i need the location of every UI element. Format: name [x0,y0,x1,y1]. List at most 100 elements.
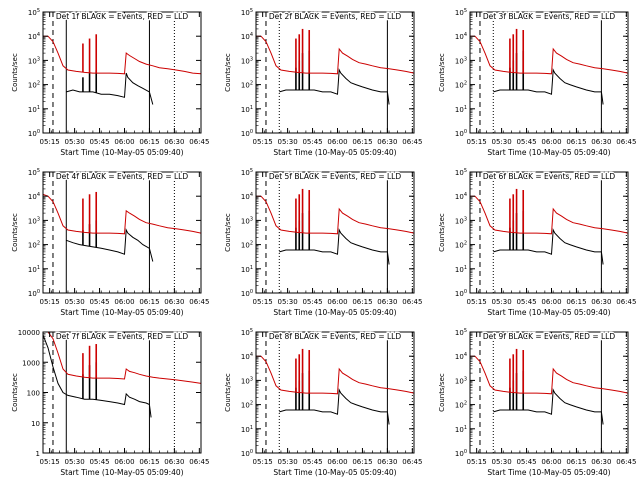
y-tick-exponent: 0 [464,449,467,455]
x-tick-label: 06:15 [566,138,586,146]
x-tick-label: 05:15 [467,458,487,466]
panel-title: Det 6f BLACK = Events, RED = LLD [483,172,616,181]
x-axis-label: Start Time (10-May-05 05:09:40) [273,148,396,157]
y-tick-exponent: 5 [250,168,253,174]
y-tick-exponent: 0 [37,289,40,295]
lld-series-line [43,35,201,75]
x-axis-label: Start Time (10-May-05 05:09:40) [60,308,183,317]
panel-title: Det 3f BLACK = Events, RED = LLD [483,12,616,21]
y-tick-label: 10000 [18,329,40,337]
x-tick-label: 06:15 [139,298,159,306]
events-series-line [279,228,390,265]
y-tick-exponent: 0 [37,129,40,135]
series-group [470,28,628,105]
y-tick-label: 103 [455,56,467,65]
x-tick-label: 05:30 [492,298,512,306]
x-tick-label: 05:15 [467,138,487,146]
y-tick-label: 103 [28,56,40,65]
x-tick-label: 05:45 [516,138,536,146]
y-tick-label: 104 [455,352,467,361]
y-axis-label: Counts/sec [224,373,232,412]
plot-frame [255,11,415,134]
y-tick-exponent: 1 [250,105,253,111]
y-tick-label: 1000 [22,359,40,367]
x-tick-label: 06:45 [616,298,636,306]
x-tick-label: 05:30 [278,138,298,146]
y-tick-label: 105 [455,328,467,337]
y-tick-label: 105 [455,8,467,17]
x-tick-label: 05:30 [65,138,85,146]
x-tick-label: 06:30 [164,458,184,466]
x-tick-label: 05:15 [253,138,273,146]
series-group [43,332,201,418]
x-axis-label: Start Time (10-May-05 05:09:40) [487,308,610,317]
x-axis-label: Start Time (10-May-05 05:09:40) [60,148,183,157]
x-tick-label: 05:45 [302,458,322,466]
x-tick-label: 06:45 [616,458,636,466]
y-axis-label: Counts/sec [438,213,446,252]
x-tick-label: 06:30 [377,458,397,466]
y-tick-exponent: 2 [250,401,253,407]
y-tick-label: 101 [455,265,467,274]
y-tick-exponent: 4 [37,32,40,38]
plot-frame [255,171,415,294]
y-tick-label: 102 [241,81,253,90]
series-group [256,348,414,425]
y-tick-label: 100 [455,129,467,138]
x-tick-label: 05:30 [492,458,512,466]
y-tick-label: 103 [241,56,253,65]
y-tick-label: 1 [36,450,40,458]
y-tick-exponent: 4 [464,352,467,358]
y-tick-exponent: 5 [37,8,40,14]
events-series-line [493,68,604,105]
y-tick-exponent: 3 [464,376,467,382]
x-tick-label: 06:45 [189,138,209,146]
x-axis-label: Start Time (10-May-05 05:09:40) [487,468,610,477]
y-tick-exponent: 3 [37,216,40,222]
series-group [43,34,201,105]
y-axis-label: Counts/sec [438,53,446,92]
panel-title: Det 1f BLACK = Events, RED = LLD [56,12,189,21]
x-tick-label: 05:15 [253,458,273,466]
y-tick-exponent: 3 [250,56,253,62]
y-tick-label: 102 [455,241,467,250]
y-tick-exponent: 2 [464,401,467,407]
y-tick-exponent: 1 [250,425,253,431]
y-tick-label: 102 [28,81,40,90]
series-group [256,28,414,105]
y-tick-exponent: 3 [464,216,467,222]
x-tick-label: 06:30 [377,138,397,146]
y-tick-label: 105 [241,8,253,17]
x-tick-label: 05:45 [89,458,109,466]
x-tick-label: 05:45 [89,138,109,146]
series-group [470,188,628,265]
y-tick-label: 104 [241,352,253,361]
x-tick-label: 05:45 [516,458,536,466]
y-tick-exponent: 0 [250,289,253,295]
events-series-line [493,228,604,265]
y-tick-label: 105 [28,8,40,17]
series-group [43,191,201,262]
y-tick-exponent: 2 [250,241,253,247]
x-axis-label: Start Time (10-May-05 05:09:40) [273,308,396,317]
x-tick-label: 06:00 [541,138,561,146]
y-tick-exponent: 1 [37,265,40,271]
y-tick-label: 101 [241,105,253,114]
y-axis-label: Counts/sec [224,53,232,92]
y-tick-exponent: 3 [37,56,40,62]
y-tick-label: 104 [241,32,253,41]
x-tick-label: 06:45 [616,138,636,146]
y-tick-label: 100 [28,129,40,138]
y-tick-exponent: 3 [250,216,253,222]
y-tick-label: 104 [28,192,40,201]
y-tick-exponent: 2 [250,81,253,87]
y-tick-label: 103 [455,216,467,225]
y-tick-exponent: 3 [464,56,467,62]
events-series-line [493,388,604,425]
chart-panel-7: 05:15 05:30 05:45 06:00 06:15 06:30 06:45 1 10 10… [11,329,209,477]
x-tick-label: 06:00 [541,298,561,306]
x-tick-label: 06:00 [114,298,134,306]
x-tick-label: 05:15 [253,298,273,306]
panel-title: Det 2f BLACK = Events, RED = LLD [269,12,402,21]
